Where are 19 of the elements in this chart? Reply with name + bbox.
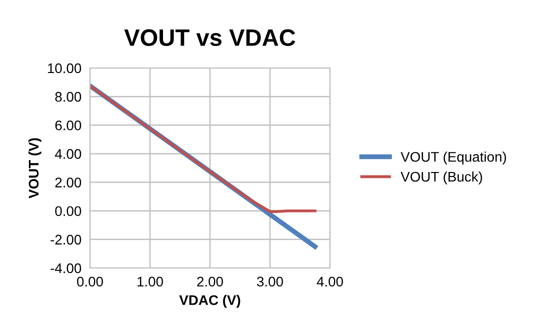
- y-tick-label: 4.00: [54, 149, 82, 159]
- x-tick-label: 0.00: [77, 276, 103, 287]
- y-tick-label: -4.00: [50, 263, 82, 274]
- y-tick-label: 10.00: [48, 63, 82, 74]
- y-tick-label: 6.00: [55, 120, 82, 130]
- y-tick-label: 0.00: [55, 206, 82, 216]
- x-tick-label: 4.00: [316, 276, 343, 287]
- y-axis-title: VOUT (V): [28, 138, 42, 198]
- y-tick-label: 2.00: [55, 178, 82, 188]
- y-tick-label: 8.00: [55, 92, 82, 102]
- line-series: [90, 84, 316, 213]
- legend-label: VOUT (Equation): [400, 152, 506, 165]
- x-tick-label: 3.00: [257, 276, 283, 287]
- legend-label: VOUT (Buck): [400, 171, 482, 184]
- x-axis-title: VDAC (V): [179, 294, 240, 308]
- y-tick-label: -2.00: [50, 234, 82, 245]
- x-tick-label: 1.00: [138, 276, 163, 287]
- chart-title: VOUT vs VDAC: [124, 29, 296, 46]
- x-tick-label: 2.00: [197, 276, 223, 287]
